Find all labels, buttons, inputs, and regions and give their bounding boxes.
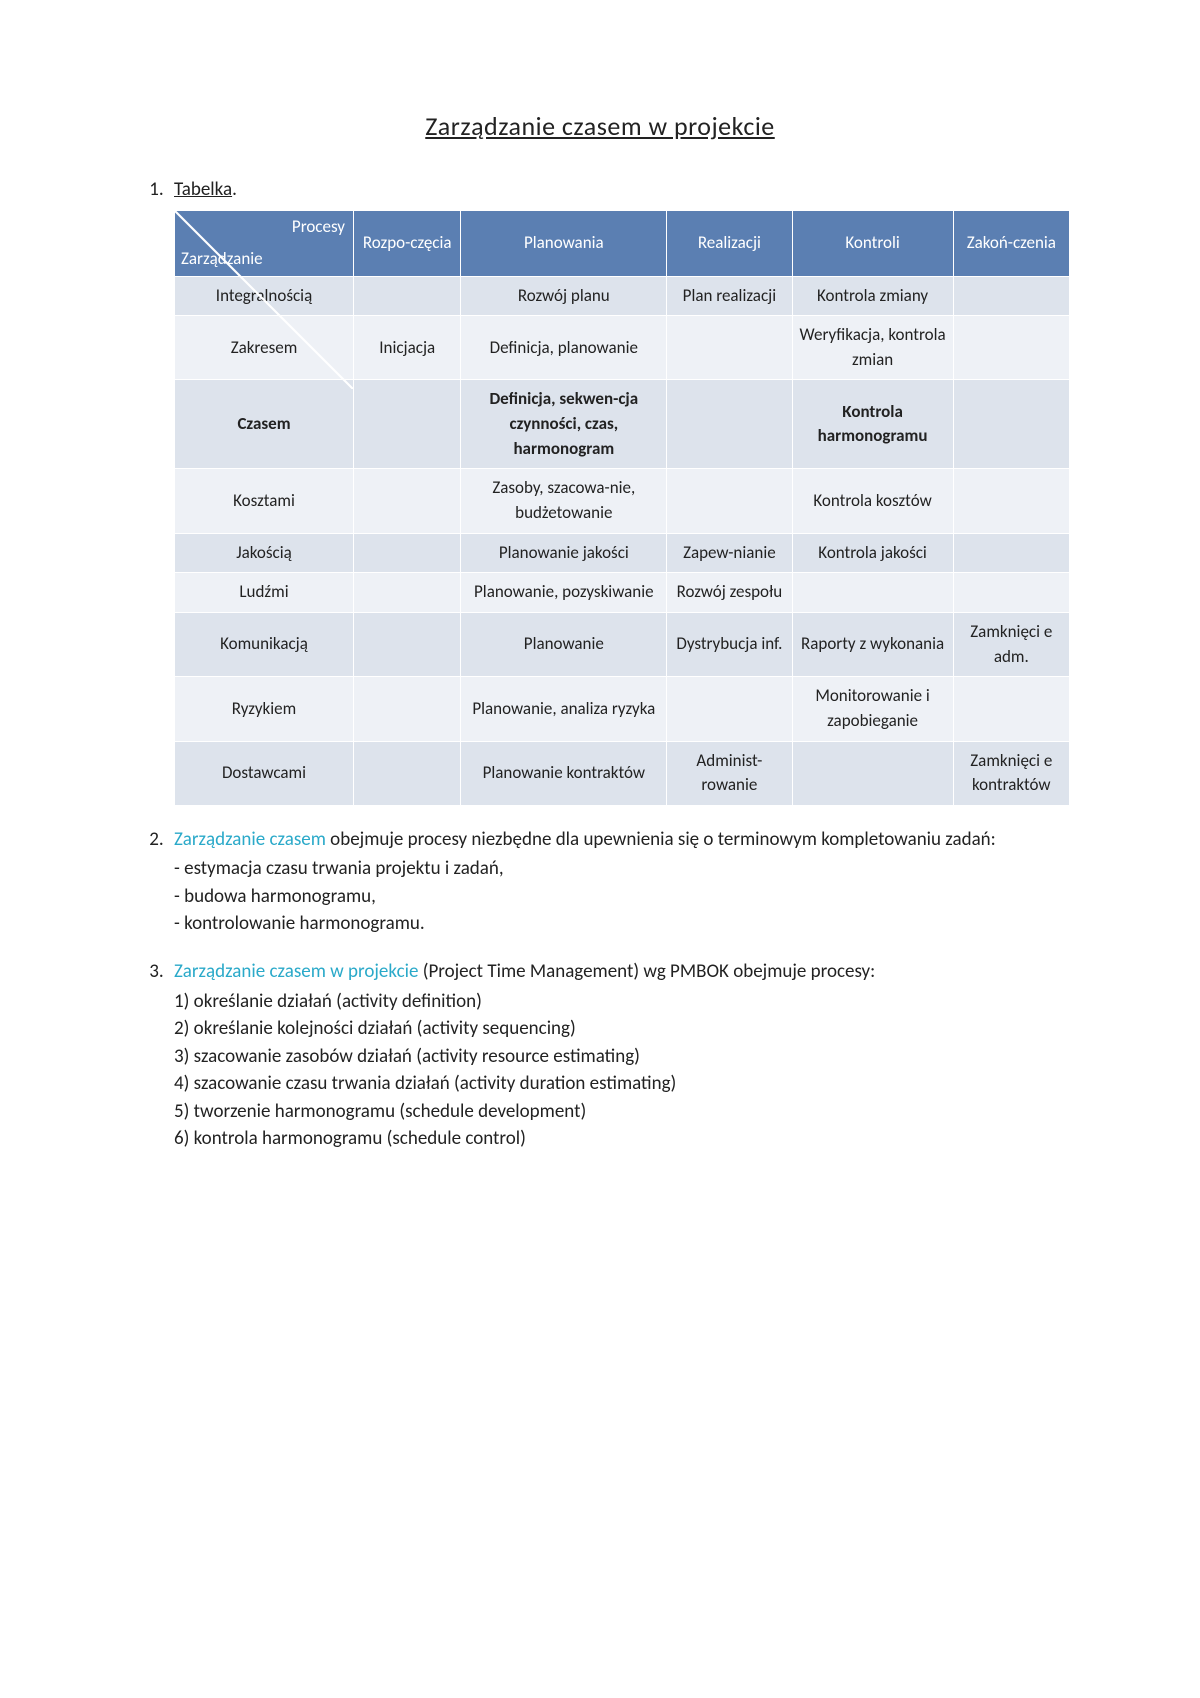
table-cell: Definicja, sekwen-cja czynności, czas, h… (461, 380, 667, 469)
sub-bullets: - estymacja czasu trwania projektu i zad… (174, 855, 1070, 938)
table-cell: Kontrola harmonogramu (792, 380, 953, 469)
table-header: Rozpo-częcia (354, 210, 461, 276)
table-cell: Rozwój planu (461, 276, 667, 316)
table-cell: Planowanie jakości (461, 533, 667, 573)
table-cell: Kontrola zmiany (792, 276, 953, 316)
diag-top-label: Procesy (292, 215, 345, 240)
table-head: Procesy Zarządzanie Rozpo-częcia Planowa… (175, 210, 1070, 276)
table-header-diagonal: Procesy Zarządzanie (175, 210, 354, 276)
table-row-head: Jakością (175, 533, 354, 573)
table-header: Kontroli (792, 210, 953, 276)
table-row: Kosztami Zasoby, szacowa-nie, budżetowani… (175, 469, 1070, 533)
table-row-head: Czasem (175, 380, 354, 469)
table-cell (354, 469, 461, 533)
table-cell: Raporty z wykonania (792, 612, 953, 676)
table-row-head: Kosztami (175, 469, 354, 533)
table-header: Realizacji (667, 210, 792, 276)
numbered-line: 6) kontrola harmonogramu (schedule contr… (174, 1125, 1070, 1153)
table-cell (354, 612, 461, 676)
sub-numbered: 1) określanie działań (activity definiti… (174, 988, 1070, 1153)
document-page: Zarządzanie czasem w projekcie Tabelka. … (0, 0, 1200, 1698)
table-cell (354, 741, 461, 805)
table-row-head: Dostawcami (175, 741, 354, 805)
numbered-line: 2) określanie kolejności działań (activi… (174, 1015, 1070, 1043)
table-cell: Planowanie kontraktów (461, 741, 667, 805)
table-row: Ryzykiem Planowanie, analiza ryzyka Monito… (175, 677, 1070, 741)
table-cell: Kontrola jakości (792, 533, 953, 573)
main-ordered-list: Tabelka. Procesy Zarządzanie R (130, 176, 1070, 1153)
bullet-line: - estymacja czasu trwania projektu i zad… (174, 855, 1070, 883)
table-row: Czasem Definicja, sekwen-cja czynności, c… (175, 380, 1070, 469)
table-row-head: Ludźmi (175, 573, 354, 613)
table-cell: Plan realizacji (667, 276, 792, 316)
table-cell: Kontrola kosztów (792, 469, 953, 533)
table-cell: Monitorowanie i zapobieganie (792, 677, 953, 741)
table-cell (953, 533, 1069, 573)
table-cell (354, 380, 461, 469)
table-cell: Definicja, planowanie (461, 316, 667, 380)
table-cell: Weryfikacja, kontrola zmian (792, 316, 953, 380)
tabelka-label: Tabelka (174, 178, 232, 201)
table-cell (953, 677, 1069, 741)
table-cell: Planowanie (461, 612, 667, 676)
table-header: Zakoń-czenia (953, 210, 1069, 276)
table-cell (953, 316, 1069, 380)
table-cell: Zapew-nianie (667, 533, 792, 573)
list-item-tabelka: Tabelka. Procesy Zarządzanie R (168, 176, 1070, 806)
lead-text: (Project Time Management) wg PMBOK obejm… (418, 960, 875, 983)
table-cell (953, 380, 1069, 469)
table-cell: Inicjacja (354, 316, 461, 380)
table-row: Dostawcami Planowanie kontraktówAdminist-… (175, 741, 1070, 805)
table-row-head: Integralnością (175, 276, 354, 316)
table-row: ZakresemInicjacjaDefinicja, planowanie We… (175, 316, 1070, 380)
table-row: Komunikacją PlanowanieDystrybucja inf.Rap… (175, 612, 1070, 676)
table-cell: Zasoby, szacowa-nie, budżetowanie (461, 469, 667, 533)
table-cell: Rozwój zespołu (667, 573, 792, 613)
table-cell: Administ-rowanie (667, 741, 792, 805)
numbered-line: 3) szacowanie zasobów działań (activity … (174, 1043, 1070, 1071)
table-cell (953, 573, 1069, 613)
table-row: Jakością Planowanie jakościZapew-nianieKo… (175, 533, 1070, 573)
table-cell (354, 677, 461, 741)
table-cell (354, 276, 461, 316)
table-cell (667, 677, 792, 741)
accent-term: Zarządzanie czasem w projekcie (174, 960, 418, 983)
table-row: Ludźmi Planowanie, pozyskiwanieRozwój zes… (175, 573, 1070, 613)
bullet-line: - kontrolowanie harmonogramu. (174, 910, 1070, 938)
table-cell: Zamknięci e adm. (953, 612, 1069, 676)
table-cell (667, 380, 792, 469)
table-cell (953, 276, 1069, 316)
table-row-head: Komunikacją (175, 612, 354, 676)
accent-term: Zarządzanie czasem (174, 828, 326, 851)
numbered-line: 1) określanie działań (activity definiti… (174, 988, 1070, 1016)
lead-text: obejmuje procesy niezbędne dla upewnieni… (326, 828, 996, 851)
table-cell (667, 469, 792, 533)
table-row: Integralnością Rozwój planuPlan realizacj… (175, 276, 1070, 316)
table-header: Planowania (461, 210, 667, 276)
table-cell (667, 316, 792, 380)
table-cell: Planowanie, analiza ryzyka (461, 677, 667, 741)
table-cell: Zamknięci e kontraktów (953, 741, 1069, 805)
table-cell (354, 533, 461, 573)
table-row-head: Ryzykiem (175, 677, 354, 741)
list-item-pmbok: Zarządzanie czasem w projekcie (Project … (168, 958, 1070, 1153)
page-title: Zarządzanie czasem w projekcie (130, 110, 1070, 142)
numbered-line: 5) tworzenie harmonogramu (schedule deve… (174, 1098, 1070, 1126)
list-item-definition: Zarządzanie czasem obejmuje procesy niez… (168, 826, 1070, 938)
table-cell: Dystrybucja inf. (667, 612, 792, 676)
table-cell (354, 573, 461, 613)
table-cell (953, 469, 1069, 533)
process-management-table: Procesy Zarządzanie Rozpo-częcia Planowa… (174, 210, 1070, 806)
numbered-line: 4) szacowanie czasu trwania działań (act… (174, 1070, 1070, 1098)
table-cell (792, 573, 953, 613)
table-cell (792, 741, 953, 805)
table-body: Integralnością Rozwój planuPlan realizacj… (175, 276, 1070, 805)
table-cell: Planowanie, pozyskiwanie (461, 573, 667, 613)
diag-bottom-label: Zarządzanie (181, 247, 263, 272)
bullet-line: - budowa harmonogramu, (174, 883, 1070, 911)
table-row-head: Zakresem (175, 316, 354, 380)
